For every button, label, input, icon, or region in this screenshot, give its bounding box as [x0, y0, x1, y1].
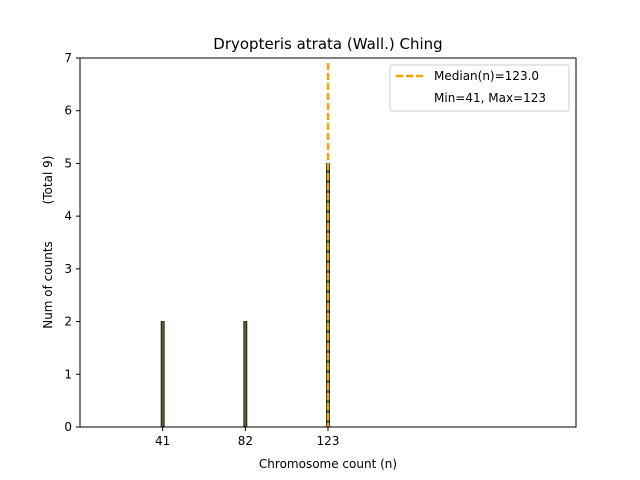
legend-entry-median: Median(n)=123.0: [434, 69, 539, 83]
chart-title: Dryopteris atrata (Wall.) Ching: [213, 35, 442, 53]
y-axis-total-label: (Total 9): [41, 156, 55, 205]
y-tick-label-2: 2: [64, 315, 72, 329]
y-tick-label-5: 5: [64, 156, 72, 170]
x-tick-label-41: 41: [155, 434, 170, 448]
legend: Median(n)=123.0 Min=41, Max=123: [389, 64, 570, 112]
x-axis-label: Chromosome count (n): [259, 457, 397, 471]
y-tick-label-1: 1: [64, 367, 72, 381]
y-axis: 0 1 2 3 4 5 6 7: [64, 51, 80, 434]
legend-box: [389, 64, 570, 112]
legend-entry-range: Min=41, Max=123: [434, 91, 546, 105]
y-tick-label-0: 0: [64, 420, 72, 434]
y-tick-label-4: 4: [64, 209, 72, 223]
y-tick-label-3: 3: [64, 262, 72, 276]
x-axis: 41 82 123: [155, 427, 339, 448]
bar-41: [160, 321, 165, 428]
x-tick-label-123: 123: [317, 434, 340, 448]
y-axis-label: Num of counts: [41, 241, 55, 329]
y-tick-label-6: 6: [64, 104, 72, 118]
plot-area: [160, 63, 330, 428]
bar-82: [243, 321, 248, 428]
y-tick-label-7: 7: [64, 51, 72, 65]
x-tick-label-82: 82: [238, 434, 253, 448]
